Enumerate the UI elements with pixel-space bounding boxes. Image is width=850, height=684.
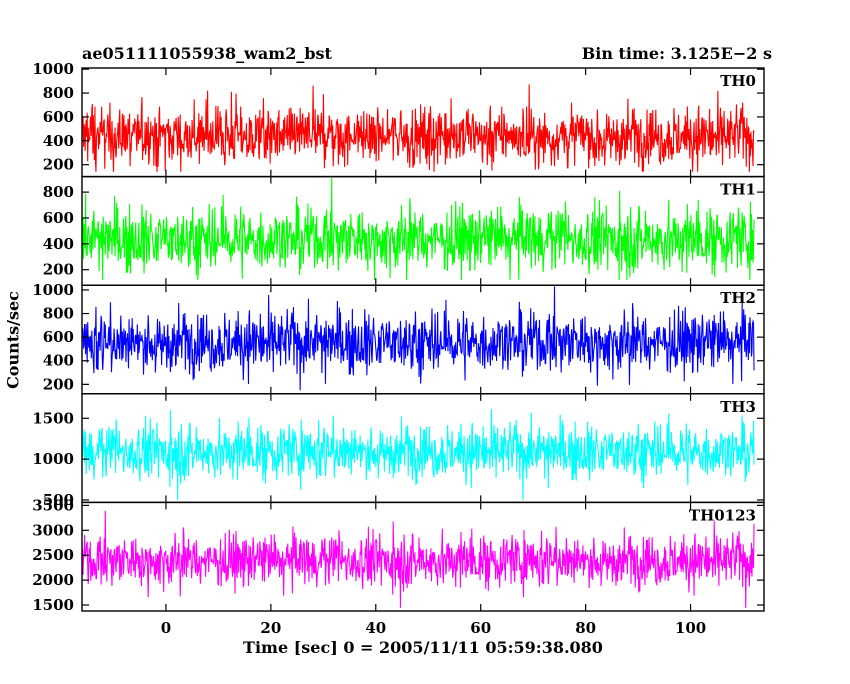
y-tick-label: 600 bbox=[43, 108, 74, 126]
y-tick-label: 400 bbox=[43, 352, 74, 370]
y-tick-label: 800 bbox=[43, 84, 74, 102]
x-tick-label: 20 bbox=[260, 619, 281, 637]
y-tick-label: 1000 bbox=[32, 60, 74, 78]
series-trace-th1 bbox=[81, 177, 755, 281]
series-label-th3: TH3 bbox=[720, 398, 756, 416]
y-tick-label: 1500 bbox=[32, 596, 74, 614]
y-tick-label: 3000 bbox=[32, 521, 74, 539]
series-trace-th0123 bbox=[81, 510, 755, 608]
series-label-th0123: TH0123 bbox=[689, 506, 756, 524]
y-tick-label: 200 bbox=[43, 261, 74, 279]
x-tick-label: 80 bbox=[575, 619, 596, 637]
x-tick-label: 40 bbox=[365, 619, 386, 637]
y-tick-label: 2000 bbox=[32, 571, 74, 589]
y-tick-label: 600 bbox=[43, 328, 74, 346]
x-tick-label: 100 bbox=[675, 619, 706, 637]
series-trace-th0 bbox=[82, 84, 755, 172]
y-tick-label: 1000 bbox=[32, 281, 74, 299]
y-tick-label: 500 bbox=[43, 491, 74, 509]
y-tick-label: 3500 bbox=[32, 496, 74, 514]
series-label-th2: TH2 bbox=[720, 289, 756, 307]
y-tick-label: 2500 bbox=[32, 546, 74, 564]
y-axis-label: Counts/sec bbox=[3, 291, 23, 389]
x-axis-label: Time [sec] 0 = 2005/11/11 05:59:38.080 bbox=[243, 638, 603, 657]
y-tick-label: 400 bbox=[43, 132, 74, 150]
y-tick-label: 600 bbox=[43, 209, 74, 227]
series-trace-th2 bbox=[81, 286, 755, 391]
panel-frame-th0123 bbox=[81, 501, 765, 612]
series-label-th0: TH0 bbox=[720, 72, 756, 90]
y-tick-label: 800 bbox=[43, 305, 74, 323]
bin-time-label: Bin time: 3.125E−2 s bbox=[581, 44, 772, 63]
x-tick-label: 60 bbox=[470, 619, 491, 637]
y-tick-label: 1500 bbox=[32, 409, 74, 427]
y-tick-label: 400 bbox=[43, 235, 74, 253]
series-label-th1: TH1 bbox=[720, 181, 756, 199]
plot-title: ae051111055938_wam2_bst bbox=[82, 44, 332, 63]
y-tick-label: 200 bbox=[43, 375, 74, 393]
series-trace-th3 bbox=[81, 409, 755, 500]
y-tick-label: 1000 bbox=[32, 450, 74, 468]
y-tick-label: 200 bbox=[43, 156, 74, 174]
x-tick-label: 0 bbox=[161, 619, 171, 637]
y-tick-label: 800 bbox=[43, 183, 74, 201]
